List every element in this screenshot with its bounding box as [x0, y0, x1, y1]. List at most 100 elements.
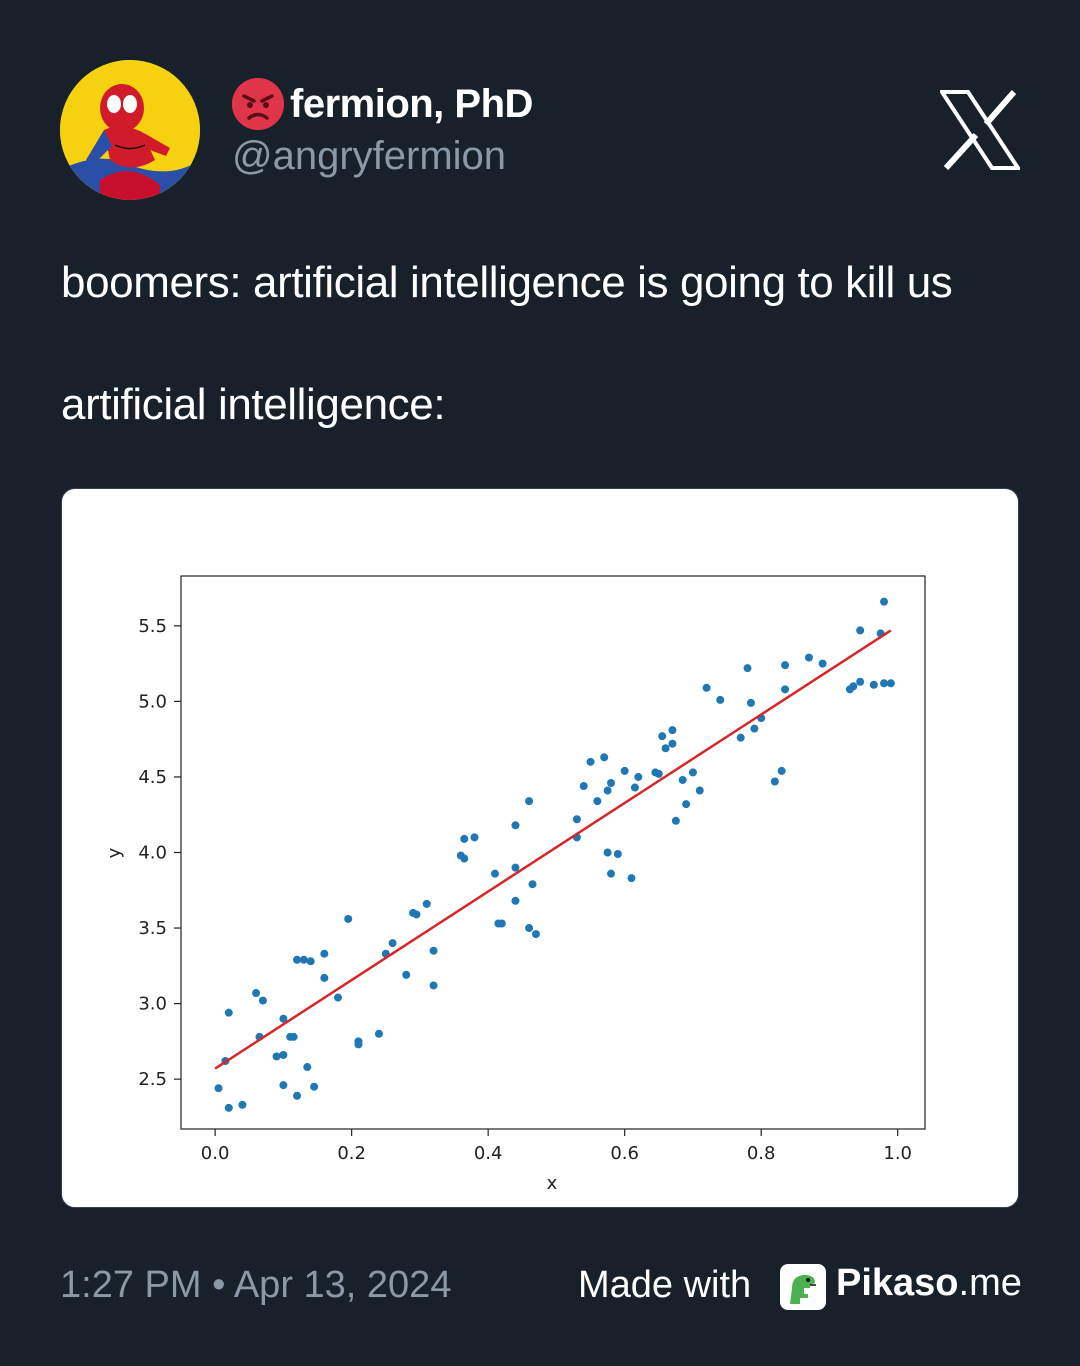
scatter-point — [634, 772, 643, 781]
scatter-point — [880, 597, 889, 606]
scatter-point — [299, 955, 308, 964]
dinosaur-icon — [780, 1264, 826, 1310]
scatter-point — [849, 682, 858, 691]
x-tick-label: 0.6 — [610, 1143, 639, 1164]
scatter-point — [702, 683, 711, 692]
scatter-point — [511, 896, 520, 905]
scatter-point — [603, 786, 612, 795]
display-name[interactable]: fermion, PhD — [290, 81, 533, 126]
scatter-point — [272, 1052, 281, 1061]
made-with-label: Made with — [578, 1264, 752, 1306]
scatter-point — [627, 874, 636, 883]
scatter-point — [511, 863, 520, 872]
scatter-point — [777, 766, 786, 775]
scatter-point — [306, 957, 315, 966]
scatter-point — [279, 1081, 288, 1090]
scatter-point — [593, 797, 602, 806]
scatter-point — [856, 626, 865, 635]
scatter-point — [579, 782, 588, 791]
scatter-point — [613, 850, 622, 859]
x-axis-label: x — [547, 1173, 558, 1194]
scatter-point — [303, 1063, 312, 1072]
scatter-point — [688, 768, 697, 777]
scatter-point — [603, 848, 612, 857]
scatter-point — [781, 685, 790, 694]
scatter-point — [460, 834, 469, 843]
tweet-timestamp[interactable]: 1:27 PM • Apr 13, 2024 — [60, 1264, 452, 1306]
scatter-point — [320, 949, 329, 958]
scatter-point — [511, 821, 520, 830]
scatter-point — [490, 869, 499, 878]
scatter-point — [886, 679, 895, 688]
scatter-point — [658, 732, 667, 741]
pikaso-brand-suffix: .me — [958, 1262, 1022, 1304]
scatter-point — [770, 777, 779, 786]
scatter-point — [429, 981, 438, 990]
pikaso-brand-bold: Pikaso — [836, 1262, 959, 1304]
scatter-point — [374, 1029, 383, 1038]
scatter-point — [695, 786, 704, 795]
y-tick-label: 3.5 — [138, 918, 167, 939]
scatter-point — [279, 1050, 288, 1059]
chart-image[interactable]: 0.0 0.2 0.4 0.6 0.8 1.0 2.5 3.0 3.5 4.0 4.5 5.0 5.5… — [61, 488, 1019, 1208]
scatter-point — [525, 924, 534, 933]
tweet-text-line-2: artificial intelligence: — [61, 380, 446, 429]
scatter-point — [607, 778, 616, 787]
scatter-point — [818, 659, 827, 668]
scatter-point — [320, 973, 329, 982]
author-name-row: fermion, PhD — [232, 78, 533, 130]
scatter-point — [716, 695, 725, 704]
x-tick-label: 0.2 — [337, 1143, 366, 1164]
scatter-point — [880, 679, 889, 688]
scatter-point — [460, 854, 469, 863]
avatar[interactable] — [60, 60, 200, 200]
scatter-point — [600, 753, 609, 762]
scatter-point — [630, 783, 639, 792]
scatter-point — [412, 910, 421, 919]
scatter-point — [746, 698, 755, 707]
scatter-point — [586, 757, 595, 766]
scatter-point — [668, 726, 677, 735]
user-handle[interactable]: @angryfermion — [232, 134, 507, 178]
y-tick-label: 5.5 — [138, 616, 167, 637]
angry-face-emoji-icon — [232, 78, 284, 130]
scatter-point — [661, 744, 670, 753]
scatter-point — [214, 1084, 223, 1093]
scatter-point — [531, 930, 540, 939]
scatter-point — [528, 880, 537, 889]
scatter-chart: 0.0 0.2 0.4 0.6 0.8 1.0 2.5 3.0 3.5 4.0 4.5 5.0 5.5… — [104, 575, 926, 1194]
scatter-point — [678, 775, 687, 784]
y-tick-label: 5.0 — [138, 691, 167, 712]
scatter-point — [668, 739, 677, 748]
x-tick-label: 0.4 — [474, 1143, 503, 1164]
scatter-point — [743, 664, 752, 673]
y-tick-label: 4.0 — [138, 843, 167, 864]
pikaso-brand[interactable]: Pikaso.me — [836, 1262, 1022, 1305]
x-tick-label: 0.0 — [201, 1143, 230, 1164]
scatter-point — [310, 1082, 319, 1091]
y-tick-label: 3.0 — [138, 994, 167, 1015]
scatter-point — [671, 816, 680, 825]
scatter-point — [856, 677, 865, 686]
scatter-point — [781, 661, 790, 670]
fit-line — [214, 629, 892, 1070]
x-tick-label: 1.0 — [883, 1143, 912, 1164]
scatter-point — [333, 993, 342, 1002]
y-axis-label: y — [104, 847, 125, 858]
x-tick-label: 0.8 — [747, 1143, 776, 1164]
scatter-point — [736, 733, 745, 742]
scatter-point — [497, 919, 506, 928]
scatter-point — [224, 1008, 233, 1017]
scatter-point — [750, 724, 759, 733]
scatter-point — [252, 989, 261, 998]
scatter-point — [620, 766, 629, 775]
x-logo-icon — [938, 90, 1022, 171]
y-tick-label: 4.5 — [138, 767, 167, 788]
scatter-point — [289, 1032, 298, 1041]
scatter-point — [344, 914, 353, 923]
scatter-point — [293, 1091, 302, 1100]
scatter-point — [224, 1103, 233, 1112]
scatter-point — [279, 1014, 288, 1023]
scatter-point — [682, 800, 691, 809]
scatter-point — [422, 899, 431, 908]
